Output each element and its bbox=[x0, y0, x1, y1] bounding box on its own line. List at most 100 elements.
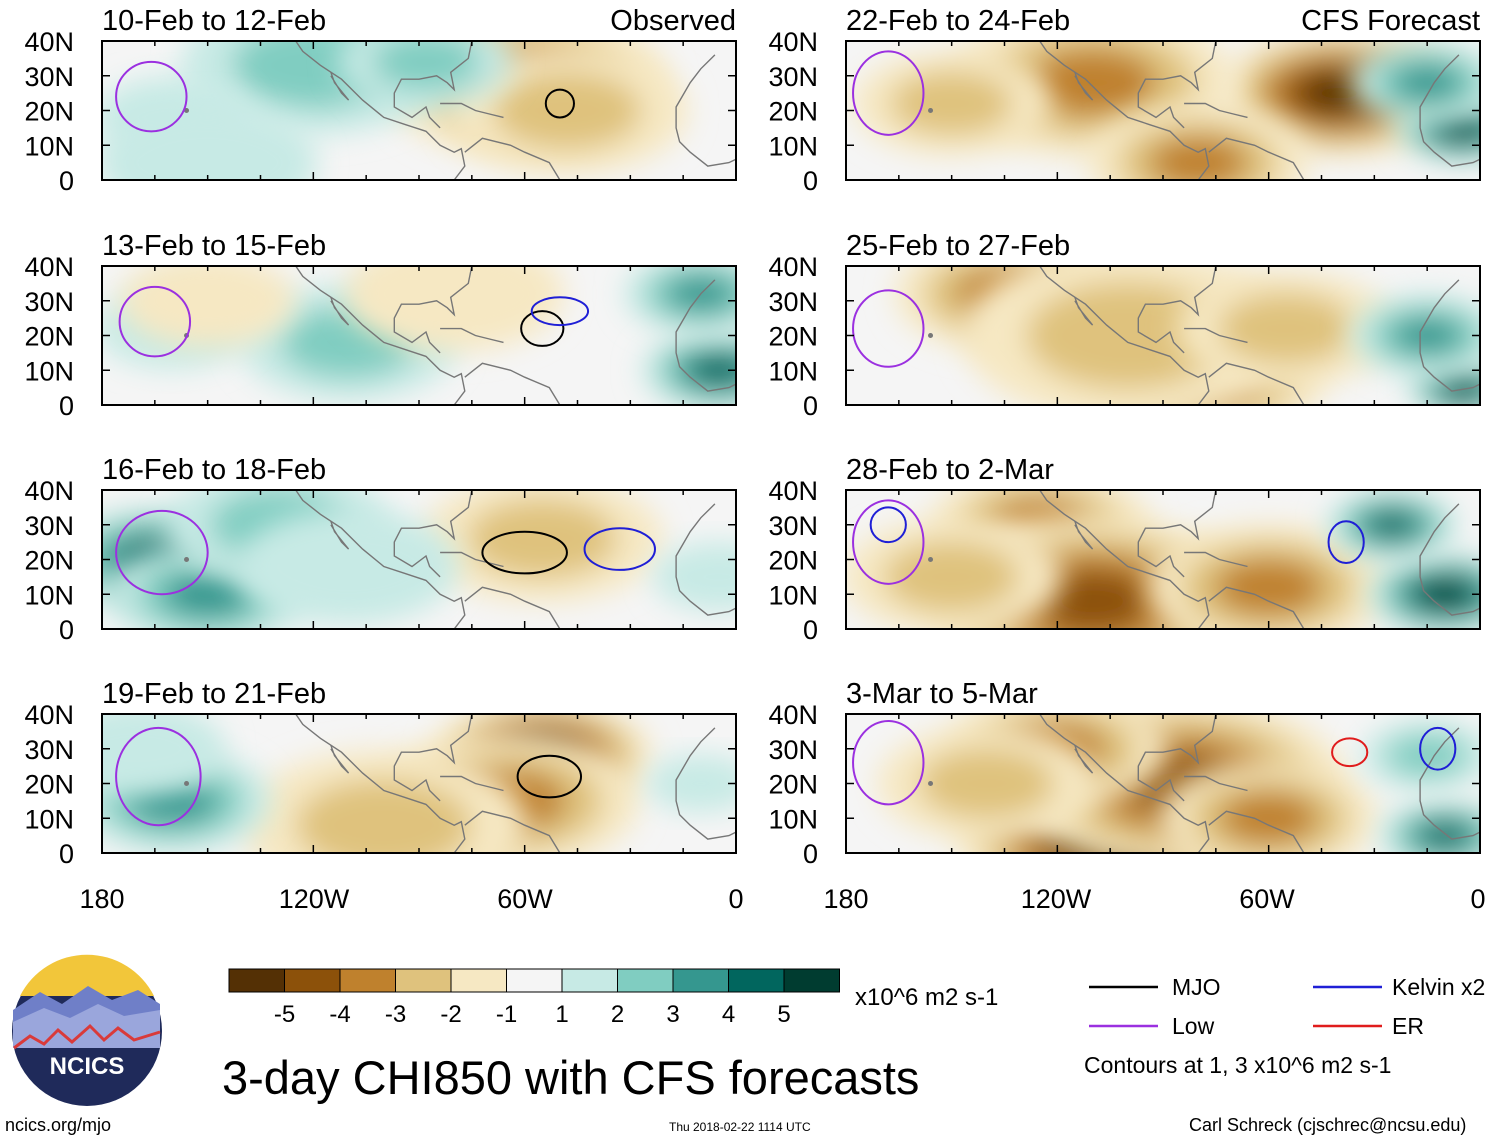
coastlines bbox=[928, 266, 1480, 405]
y-tick-label: 0 bbox=[59, 391, 74, 421]
coastline-caribbean-islands bbox=[1184, 327, 1248, 344]
coastline-south-america bbox=[464, 586, 561, 629]
anomaly-field bbox=[102, 41, 688, 180]
coastline-baja bbox=[330, 521, 350, 550]
coastline-caribbean-islands bbox=[440, 551, 504, 568]
coastline-caribbean-islands bbox=[440, 102, 504, 119]
y-tick-label: 10N bbox=[24, 356, 74, 386]
coastline-africa bbox=[675, 279, 736, 392]
y-tick-label: 20N bbox=[24, 770, 74, 800]
x-tick-label-60w-left: 60W bbox=[497, 884, 553, 914]
coastline-caribbean-islands bbox=[1184, 102, 1248, 119]
anomaly-field bbox=[846, 490, 1480, 629]
anomaly-field bbox=[102, 490, 736, 629]
colorbar-swatch bbox=[395, 968, 452, 993]
anomaly-band bbox=[102, 714, 226, 796]
hawaii-islands bbox=[184, 557, 190, 562]
y-tick-label: 0 bbox=[803, 391, 818, 421]
anomaly-band bbox=[1422, 582, 1467, 606]
footer-url: ncics.org/mjo bbox=[5, 1115, 111, 1135]
anomaly-band bbox=[102, 104, 318, 180]
x-axis-labels-right: 180 120W 60W 0 bbox=[823, 884, 1485, 914]
x-tick-label-120w-left: 120W bbox=[279, 884, 350, 914]
y-tick-label: 40N bbox=[768, 476, 818, 506]
coastlines bbox=[928, 714, 1480, 853]
hawaii-islands bbox=[928, 557, 934, 562]
x-tick-label-180-right: 180 bbox=[823, 884, 868, 914]
anomaly-field bbox=[102, 266, 736, 405]
x-tick-label-120w-right: 120W bbox=[1021, 884, 1092, 914]
mjo-contour bbox=[520, 310, 565, 347]
coastline-south-america bbox=[1208, 137, 1305, 180]
wave-contours bbox=[115, 60, 575, 133]
anomaly-blob bbox=[238, 508, 459, 625]
anomaly-band bbox=[1214, 558, 1323, 616]
anomaly-band bbox=[1026, 281, 1230, 390]
y-tick-label: 30N bbox=[24, 62, 74, 92]
colorbar-label: -1 bbox=[496, 1001, 517, 1028]
wave-contours bbox=[115, 509, 656, 596]
low-contour bbox=[852, 719, 925, 806]
anomaly-band bbox=[1035, 570, 1150, 629]
colorbar-swatch bbox=[228, 968, 285, 993]
low-contour bbox=[115, 60, 188, 133]
legend-mjo-label: MJO bbox=[1172, 974, 1221, 1000]
anomaly-blob bbox=[846, 518, 1062, 629]
anomaly-band bbox=[1392, 64, 1462, 101]
colorbar-swatch bbox=[561, 968, 618, 993]
anomaly-field bbox=[894, 266, 1480, 405]
y-tick-label: 0 bbox=[59, 615, 74, 645]
coastline-baja bbox=[1074, 745, 1094, 774]
y-tick-label: 10N bbox=[768, 804, 818, 834]
coastline-south-america bbox=[464, 137, 561, 180]
anomaly-blob bbox=[344, 266, 565, 352]
coastline-north-america bbox=[295, 266, 466, 405]
anomaly-band bbox=[1368, 512, 1415, 537]
y-tick-label: 30N bbox=[24, 735, 74, 765]
anomaly-band bbox=[238, 508, 459, 625]
anomaly-blob bbox=[1176, 270, 1397, 387]
colorbar: -5 -4 -3 -2 -1 1 2 3 4 5 bbox=[228, 968, 840, 1028]
footer-timestamp: Thu 2018-02-22 1114 UTC bbox=[669, 1120, 811, 1134]
y-tick-label: 0 bbox=[59, 839, 74, 869]
y-tick-label: 0 bbox=[59, 166, 74, 196]
y-tick-label: 20N bbox=[768, 770, 818, 800]
coastlines bbox=[184, 266, 736, 405]
kelvin-contour bbox=[1327, 520, 1365, 564]
y-tick-label: 10N bbox=[768, 580, 818, 610]
x-tick-label-0-left: 0 bbox=[728, 884, 743, 914]
coastlines bbox=[928, 41, 1480, 180]
coastline-africa bbox=[1419, 54, 1480, 167]
anomaly-band bbox=[492, 71, 642, 150]
anomaly-band bbox=[652, 542, 736, 612]
coastline-north-america bbox=[1039, 266, 1210, 405]
anomaly-band bbox=[467, 499, 617, 578]
y-tick-label: 40N bbox=[24, 476, 74, 506]
y-tick-label: 30N bbox=[768, 511, 818, 541]
y-tick-label: 40N bbox=[24, 700, 74, 730]
low-contour bbox=[118, 285, 192, 358]
anomaly-blob bbox=[1325, 490, 1458, 560]
coastline-caribbean-islands bbox=[1184, 551, 1248, 568]
anomaly-blob bbox=[876, 725, 1097, 842]
anomaly-blob bbox=[652, 542, 736, 612]
anomaly-band bbox=[344, 266, 565, 352]
wave-contours bbox=[115, 726, 583, 827]
y-tick-label: 20N bbox=[768, 322, 818, 352]
map-panel-7: 40N 30N 20N 10N 0 19-Feb to 21-Feb bbox=[24, 678, 737, 869]
kelvin-contour bbox=[1419, 726, 1457, 771]
coastline-south-america bbox=[1208, 810, 1305, 853]
kelvin-contour bbox=[869, 506, 907, 544]
low-contour bbox=[852, 499, 925, 585]
coastlines bbox=[928, 490, 1480, 629]
anomaly-band bbox=[1219, 792, 1318, 845]
anomaly-band bbox=[1149, 136, 1248, 180]
anomaly-field bbox=[852, 41, 1480, 180]
anomaly-band bbox=[371, 41, 481, 91]
wave-contours bbox=[852, 50, 925, 136]
coastlines bbox=[184, 490, 736, 629]
colorbar-label: 5 bbox=[777, 1001, 790, 1028]
anomaly-band bbox=[1392, 317, 1462, 354]
coastline-caribbean-islands bbox=[440, 327, 504, 344]
